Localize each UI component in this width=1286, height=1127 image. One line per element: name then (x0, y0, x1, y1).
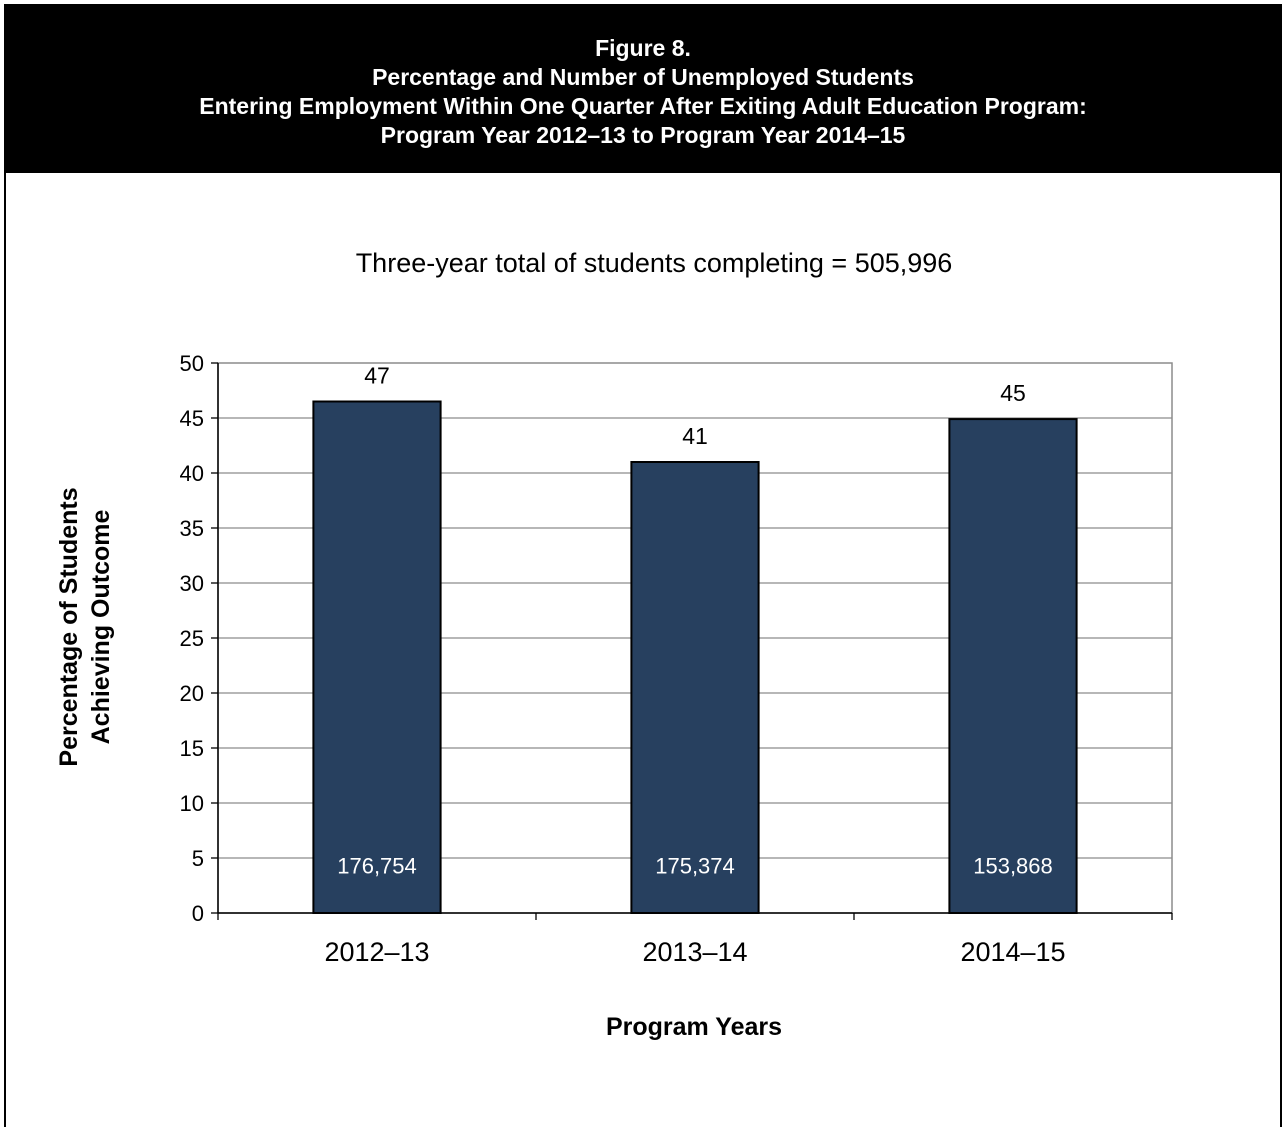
x-tick-label: 2014–15 (960, 937, 1065, 967)
bar-count-label: 176,754 (337, 854, 417, 879)
y-tick-label: 25 (180, 626, 204, 651)
figure-title-line-2: Entering Employment Within One Quarter A… (199, 93, 1087, 119)
labels: 0 5 10 15 20 25 30 35 40 45 50 47 176,754 2012–13 41 17… (180, 351, 1066, 967)
axes (211, 362, 1173, 920)
y-tick-label: 40 (180, 461, 204, 486)
y-axis-title-line-1: Percentage of Students (55, 487, 83, 766)
y-tick-label: 0 (192, 901, 204, 926)
bar-value-label: 47 (364, 363, 390, 389)
y-tick-label: 5 (192, 846, 204, 871)
figure-title-line-3: Program Year 2012–13 to Program Year 201… (380, 122, 906, 148)
x-tick-label: 2013–14 (642, 937, 747, 967)
figure-header: Figure 8. Percentage and Number of Unemp… (6, 6, 1280, 173)
chart-subtitle: Three-year total of students completing … (356, 248, 953, 278)
y-tick-label: 30 (180, 571, 204, 596)
y-tick-label: 50 (180, 351, 204, 376)
bar (630, 461, 760, 914)
y-tick-label: 15 (180, 736, 204, 761)
figure-title-line-1: Percentage and Number of Unemployed Stud… (372, 64, 914, 90)
y-axis-title-line-2: Achieving Outcome (87, 510, 115, 745)
bar-count-label: 175,374 (655, 854, 735, 879)
y-tick-label: 20 (180, 681, 204, 706)
x-tick-label: 2012–13 (324, 937, 429, 967)
bar-count-label: 153,868 (973, 854, 1053, 879)
bar (312, 400, 442, 914)
bar (948, 418, 1078, 914)
figure-label: Figure 8. (595, 35, 691, 61)
bar-value-label: 41 (682, 423, 708, 449)
figure-frame: Figure 8. Percentage and Number of Unemp… (4, 4, 1282, 1127)
y-tick-label: 45 (180, 406, 204, 431)
bar-value-label: 45 (1000, 380, 1026, 406)
bars (312, 400, 1078, 914)
x-axis-title: Program Years (606, 1013, 782, 1041)
y-tick-label: 10 (180, 791, 204, 816)
y-tick-label: 35 (180, 516, 204, 541)
